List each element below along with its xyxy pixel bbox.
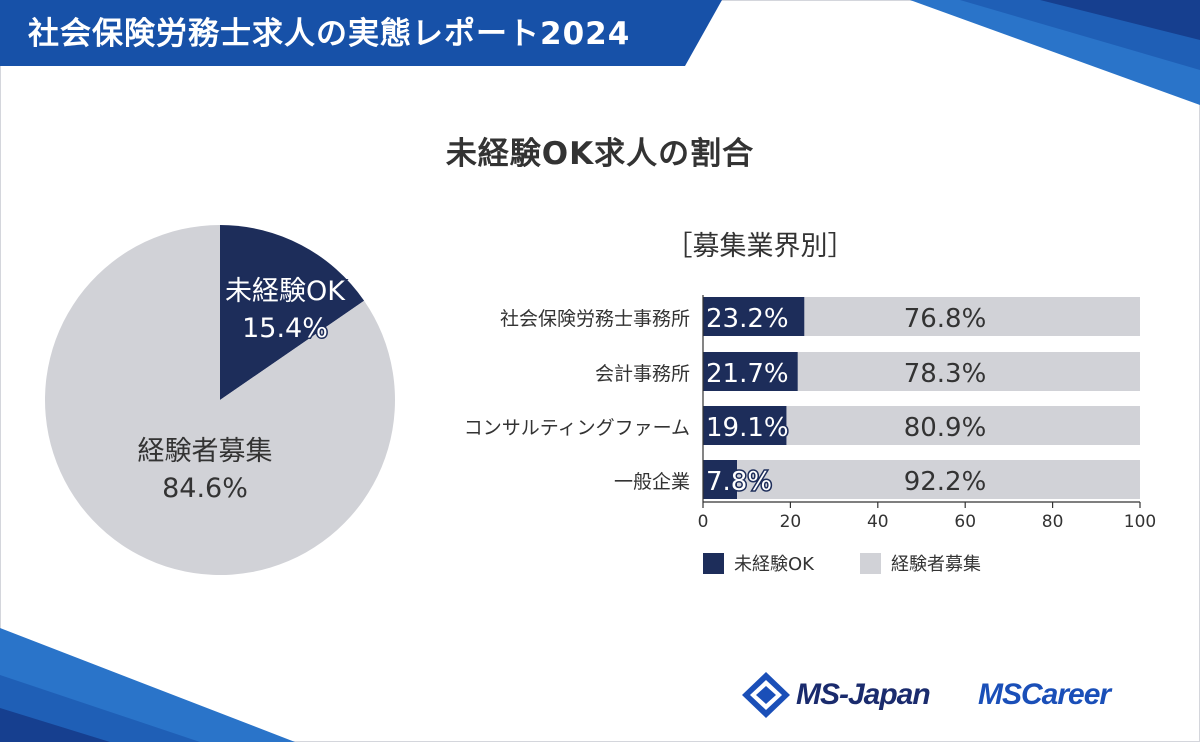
- bar-segment: [703, 352, 798, 391]
- ms-japan-logo-text: MS-Japan: [796, 678, 931, 711]
- ms-japan-logo-icon: [742, 672, 790, 718]
- data-label: 92.2%: [904, 467, 987, 497]
- data-label: 7.8%: [706, 467, 772, 497]
- data-label: 80.9%: [904, 413, 987, 443]
- header-band: [0, 0, 722, 66]
- pie-slice: [44, 224, 395, 575]
- data-label: 76.8%: [904, 304, 987, 334]
- pie-slice-value: 15.4%: [242, 313, 328, 344]
- bar-segment: [797, 352, 1140, 391]
- pie-slice-value: 84.6%: [162, 473, 248, 504]
- data-label: 78.3%: [904, 359, 987, 389]
- x-tick-label: 0: [698, 512, 709, 532]
- data-label: 19.1%: [706, 413, 789, 443]
- category-label: 社会保険労務士事務所: [500, 308, 690, 330]
- legend-item-experienced: 経験者募集: [860, 551, 981, 575]
- legend-label-experienced: 経験者募集: [891, 554, 981, 575]
- bar-segment: [786, 406, 1140, 445]
- bar-segment: [737, 460, 1140, 499]
- category-label: 会計事務所: [595, 363, 690, 385]
- pie-slice-label: 経験者募集: [138, 436, 273, 467]
- x-tick-label: 20: [780, 512, 802, 532]
- x-tick-label: 60: [954, 512, 976, 532]
- chart-title: 未経験OK求人の割合: [445, 136, 755, 172]
- category-label: 一般企業: [614, 471, 690, 493]
- x-tick-label: 80: [1042, 512, 1064, 532]
- category-label: コンサルティングファーム: [464, 417, 690, 439]
- bar-chart-subtitle: ［募集業界別］: [665, 231, 855, 262]
- x-tick-label: 40: [867, 512, 889, 532]
- legend-swatch-experienced: [860, 552, 881, 574]
- bar-segment: [804, 297, 1140, 336]
- brand-logos: MS-Japan MSCareer: [740, 670, 1160, 720]
- bar-segment: [703, 460, 738, 499]
- header-title: 社会保険労務士求人の実態レポート2024: [28, 16, 631, 52]
- pie-slice-label: 未経験OK: [225, 276, 346, 307]
- bar-segment: [703, 297, 805, 336]
- bar-segment: [703, 406, 787, 445]
- data-label: 23.2%: [706, 304, 789, 334]
- x-tick-label: 100: [1124, 512, 1156, 532]
- ms-career-logo-text: MSCareer: [978, 678, 1111, 711]
- legend-item-inexperienced: 未経験OK: [703, 551, 814, 575]
- pie-slice: [220, 225, 365, 400]
- corner-decoration-top: [910, 0, 1200, 105]
- legend-swatch-inexperienced: [703, 552, 724, 574]
- data-label: 21.7%: [706, 359, 789, 389]
- legend-label-inexperienced: 未経験OK: [734, 554, 814, 575]
- corner-decoration-bottom: [0, 628, 295, 742]
